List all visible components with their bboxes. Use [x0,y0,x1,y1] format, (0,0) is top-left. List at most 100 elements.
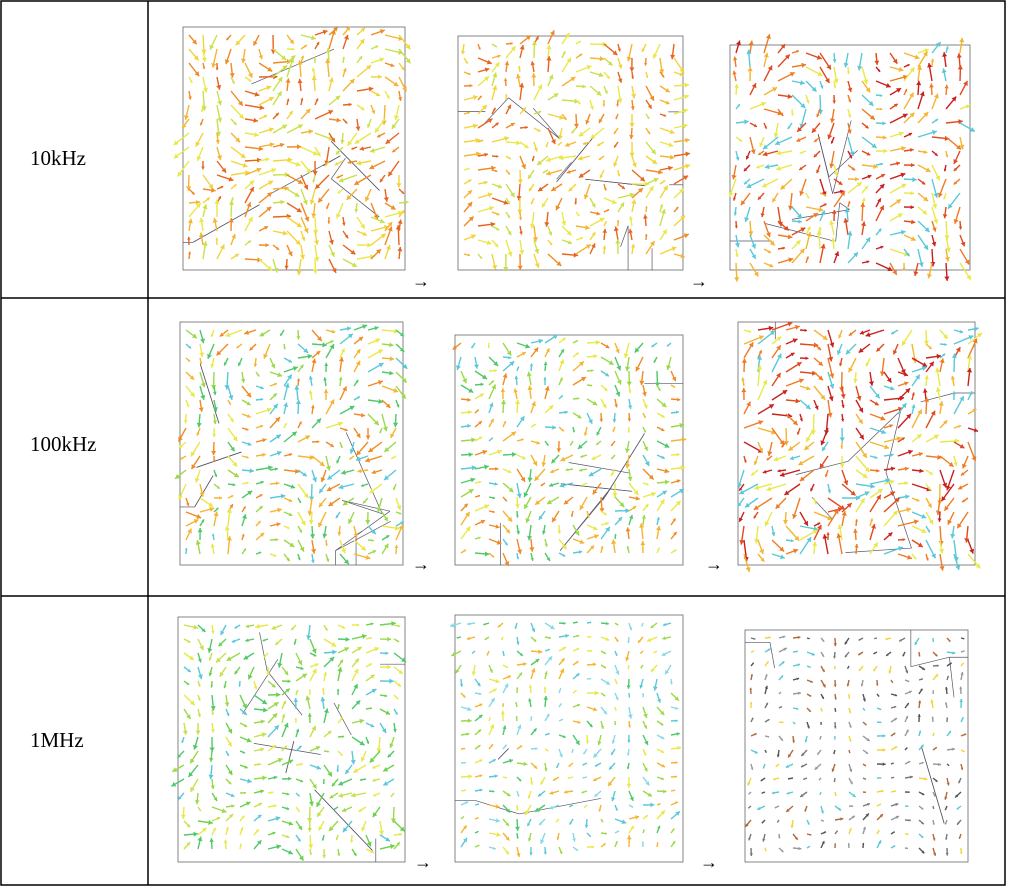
vector-head [492,265,497,270]
grain-boundary [335,511,390,550]
grain-boundary [286,741,294,773]
vector-head [397,247,402,251]
vector-head [624,353,629,358]
vector-head [805,357,808,360]
vector-head [308,844,313,848]
vector-head [916,81,921,85]
vector-head [366,555,371,560]
vector-head [923,389,928,393]
vector-head [734,84,739,88]
vector-head [883,748,886,752]
vector-head [798,847,801,850]
vector-head [473,95,478,100]
vector-head [224,840,228,843]
vector-head [860,203,865,207]
vector-head [185,548,187,550]
vector-head [207,648,212,653]
vector-head [508,356,511,359]
vector-head [494,369,497,372]
vector-head [512,452,516,457]
vector-head [359,719,364,724]
vector-head [675,761,677,764]
vector-head [627,740,630,743]
vector-head [831,238,836,242]
vector-head [544,687,547,689]
vector-head [515,504,520,508]
vector-head [748,231,753,235]
vector-head [193,625,198,630]
vector-head [195,800,200,804]
vector-head [883,149,887,154]
vector-head [871,524,876,529]
vector-head [914,519,919,524]
grain-boundary [569,463,631,474]
vector-head [487,240,492,245]
vector-head [650,803,654,808]
vector-head [296,400,301,404]
vector-head [616,104,619,106]
vector-head [275,538,278,541]
vector-head [543,696,548,700]
vector-head [944,343,946,346]
vector-head [932,242,937,246]
sequence-arrow: → [690,271,708,291]
vector-head [613,419,617,422]
vector-head [228,395,233,400]
vector-head [612,493,617,497]
vector-head [600,56,604,61]
vector-head [297,144,301,149]
vector-head [565,411,568,415]
vector-head [187,237,190,240]
vector-head [277,508,282,513]
table-border [1,1,1005,885]
vector-head [405,200,408,204]
vector-head [387,637,391,642]
vector-head [546,171,551,176]
vector-head [340,140,344,144]
vector-head [959,699,963,702]
vector-head [530,363,533,366]
vector-head [574,124,579,128]
vector-head [582,84,586,88]
vector-head [919,468,923,473]
vector-head [827,532,830,535]
vector-head [310,200,315,205]
vector-head [393,423,398,427]
vector-head [396,183,401,187]
vector-head [515,827,520,831]
vector-head [675,775,677,777]
vector-head [795,325,800,330]
vector-head [327,221,330,223]
vector-head [467,398,471,402]
sequence-arrow: → [705,554,723,574]
grain-boundary [796,461,848,474]
vector-head [275,816,280,821]
vector-head [367,243,371,248]
vector-head [338,793,343,798]
grain-boundary [836,203,840,242]
grain-boundary [315,790,373,851]
grain-boundary [509,98,560,139]
vector-head [776,166,781,171]
vector-head [468,774,472,779]
vector-head [940,358,945,363]
vector-head [357,623,359,626]
vector-head [832,101,836,104]
vector-head [198,674,203,679]
vector-head [181,815,186,819]
vector-head [504,136,509,141]
vector-head [385,652,388,655]
vector-head [911,163,915,167]
vector-head [280,143,284,148]
vector-head [677,398,680,402]
vector-head [519,217,522,220]
vector-head [818,227,821,230]
vector-head [817,230,822,234]
vector-head [958,65,963,69]
vector-head [591,369,593,372]
vector-head [558,531,562,534]
grain-boundary [848,410,901,461]
vector-head [531,73,536,77]
vector-field-panel [729,34,975,281]
vector-head [675,719,677,722]
